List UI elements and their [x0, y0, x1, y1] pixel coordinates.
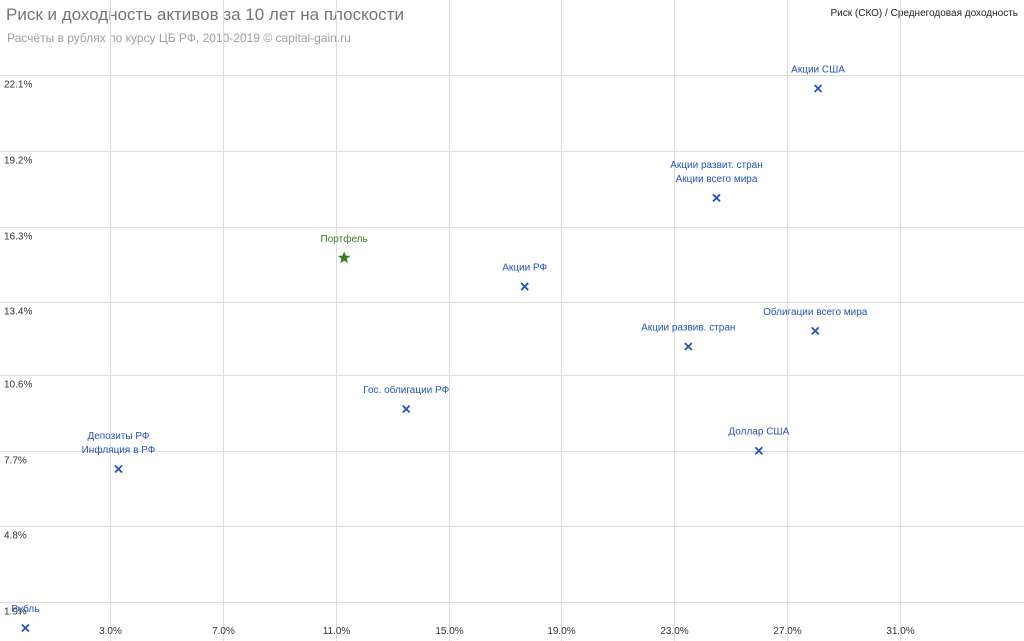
point-label: Акции всего мира: [676, 174, 758, 185]
point-label: Рубль: [11, 603, 39, 615]
x-tick-label: 11.0%: [323, 626, 351, 637]
y-tick-label: 13.4%: [4, 307, 32, 318]
point-marker: [754, 446, 763, 455]
point-label: Акции РФ: [502, 263, 547, 274]
x-tick-label: 7.0%: [212, 626, 235, 637]
point-label: Облигации всего мира: [763, 306, 868, 318]
point-marker: [712, 193, 721, 203]
point-marker: [520, 282, 529, 291]
y-tick-label: 19.2%: [4, 156, 32, 167]
data-labels: Рубль Депозиты РФ Инфляция в РФ Гос. облига…: [11, 64, 867, 614]
point-label: Доллар США: [728, 427, 789, 438]
point-label: Депозиты РФ: [87, 431, 149, 442]
x-tick-label: 23.0%: [660, 626, 688, 637]
point-marker: [114, 464, 123, 474]
point-marker: [684, 342, 693, 351]
point-label: Инфляция в РФ: [82, 444, 156, 456]
point-label: Акции США: [791, 64, 845, 75]
point-label: Гос. облигации РФ: [363, 384, 449, 396]
axis-ticks: 1.9% 4.8% 7.7% 10.6% 13.4% 16.3% 19.2% 22.1% 3.0…: [4, 80, 915, 638]
y-tick-label: 4.8%: [4, 531, 27, 542]
x-tick-label: 31.0%: [886, 626, 914, 637]
y-tick-label: 22.1%: [4, 80, 32, 91]
data-points: [21, 84, 823, 633]
chart-subtitle: Расчёты в рублях по курсу ЦБ РФ, 2010-20…: [7, 31, 351, 45]
point-marker: [21, 623, 30, 633]
y-tick-label: 7.7%: [4, 456, 27, 467]
portfolio-star-marker: [337, 251, 351, 264]
point-label: Акции развит. стран: [670, 160, 762, 171]
point-marker: [813, 84, 823, 93]
x-tick-label: 27.0%: [773, 626, 801, 637]
y-tick-label: 16.3%: [4, 232, 32, 243]
y-tick-label: 1.9%: [4, 607, 27, 618]
chart-title: Риск и доходность активов за 10 лет на п…: [6, 5, 404, 24]
x-tick-label: 3.0%: [99, 626, 122, 637]
legend-label: Риск (СКО) / Среднегодовая доходность: [830, 8, 1018, 19]
point-marker: [811, 326, 820, 335]
point-marker: [402, 404, 411, 414]
point-label: Акции развив. стран: [641, 323, 735, 334]
x-tick-label: 15.0%: [435, 626, 463, 637]
y-tick-label: 10.6%: [4, 380, 32, 391]
x-tick-label: 19.0%: [547, 626, 575, 637]
point-label: Портфель: [321, 233, 368, 245]
